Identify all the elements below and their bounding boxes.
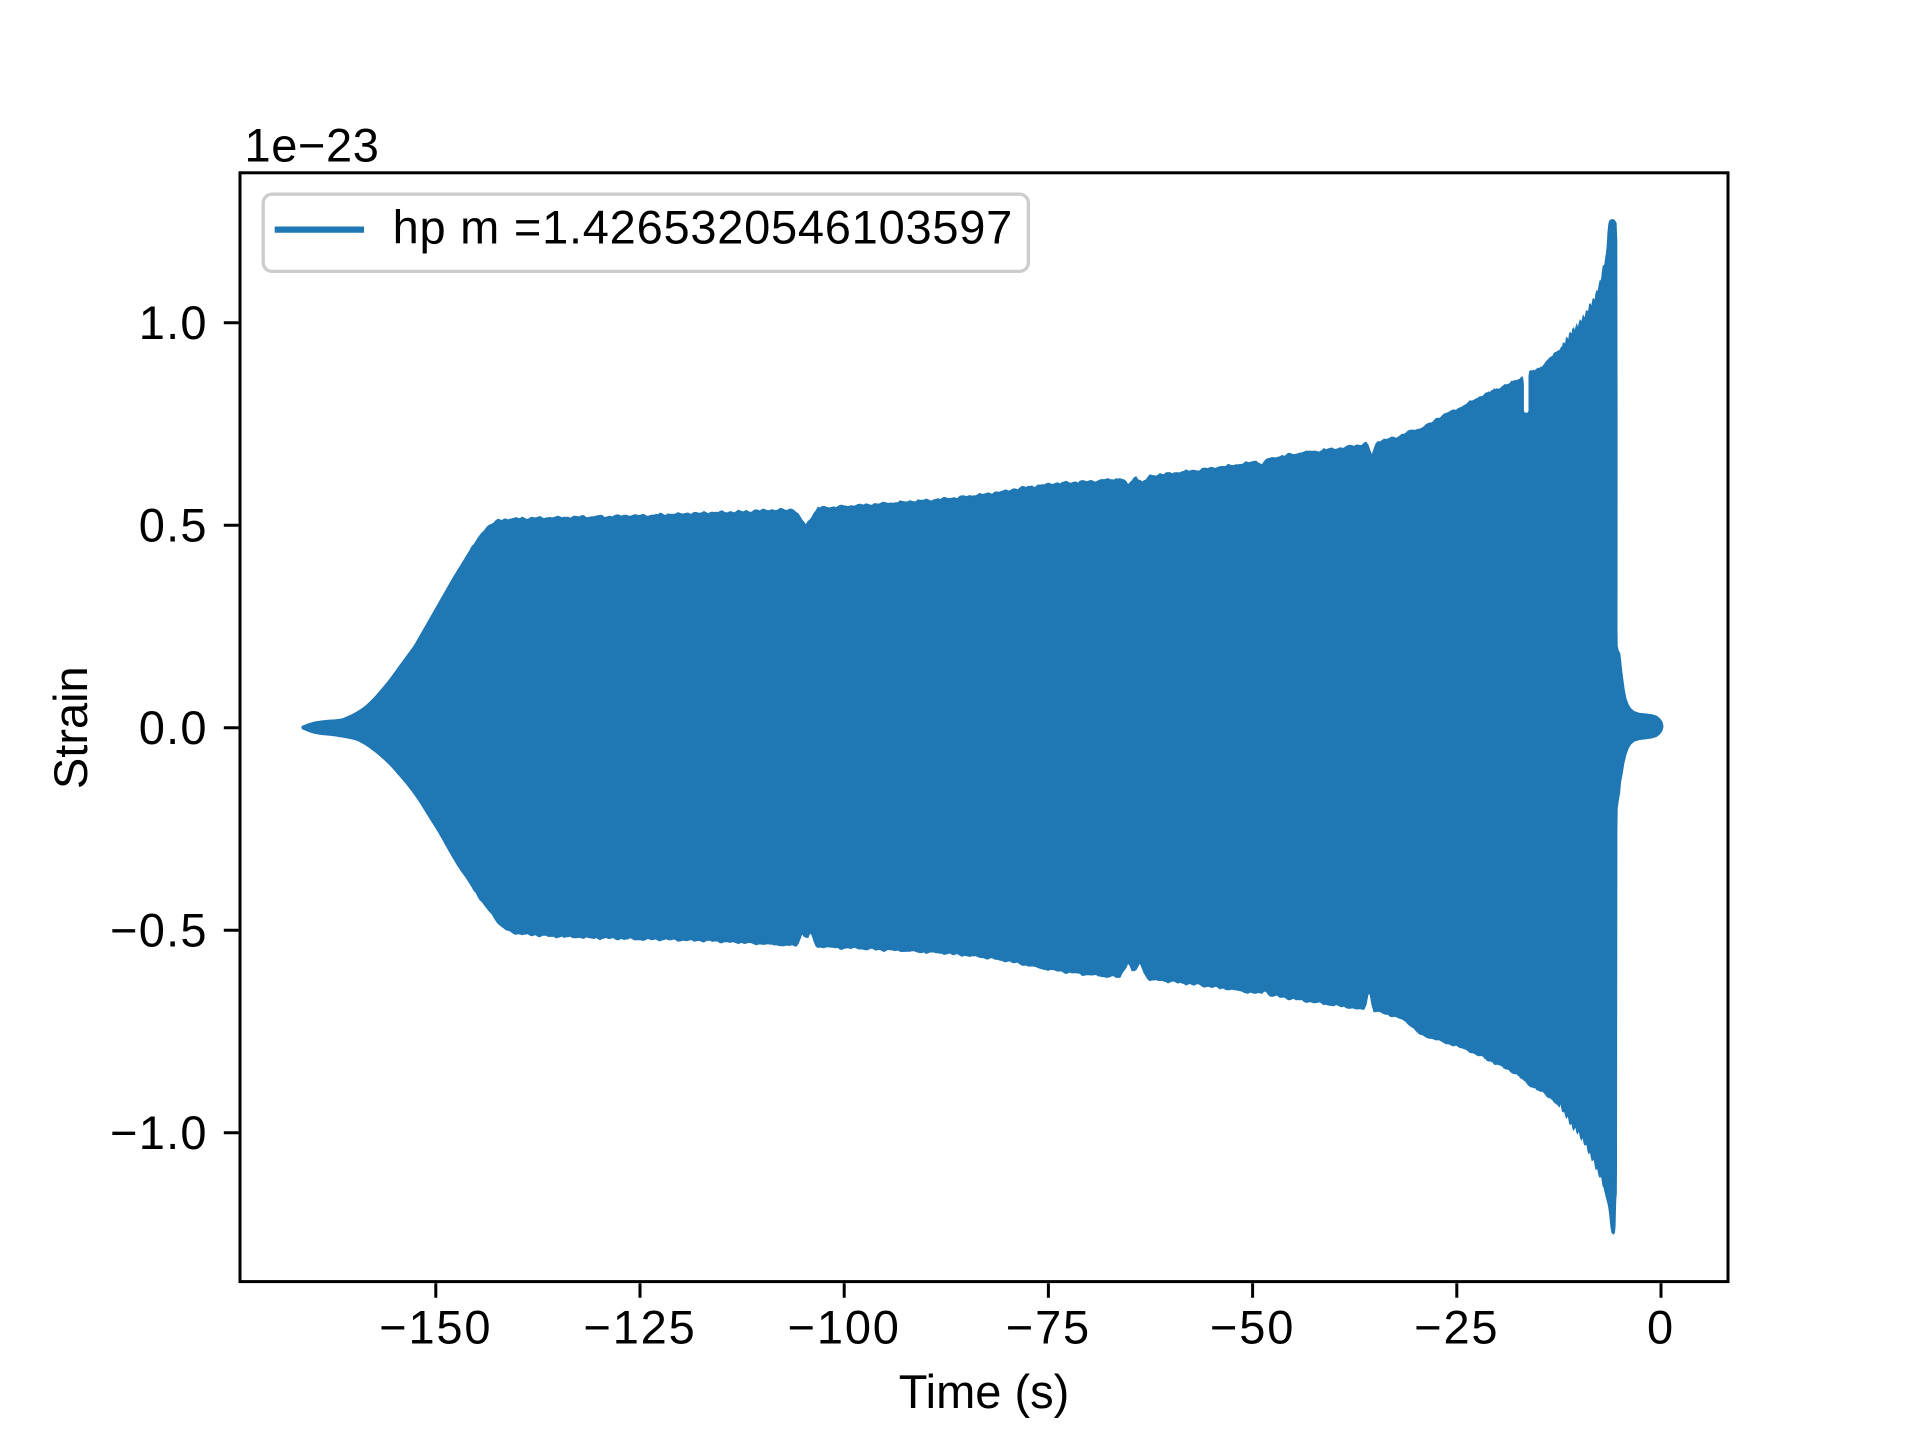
svg-text:hp m =1.4265320546103597: hp m =1.4265320546103597: [393, 200, 1013, 253]
svg-text:1.0: 1.0: [139, 296, 208, 349]
svg-text:Strain: Strain: [44, 666, 97, 789]
svg-text:−50: −50: [1210, 1300, 1295, 1353]
svg-text:0.0: 0.0: [139, 701, 208, 754]
svg-text:−75: −75: [1006, 1300, 1091, 1353]
svg-text:Time (s): Time (s): [899, 1365, 1070, 1418]
svg-text:−150: −150: [379, 1300, 492, 1353]
svg-text:−100: −100: [788, 1300, 901, 1353]
svg-text:−1.0: −1.0: [110, 1106, 208, 1159]
svg-text:−25: −25: [1414, 1300, 1499, 1353]
svg-text:−125: −125: [583, 1300, 696, 1353]
svg-text:−0.5: −0.5: [110, 904, 208, 957]
svg-text:1e−23: 1e−23: [245, 119, 380, 172]
svg-text:0: 0: [1647, 1300, 1675, 1353]
svg-text:0.5: 0.5: [139, 499, 208, 552]
